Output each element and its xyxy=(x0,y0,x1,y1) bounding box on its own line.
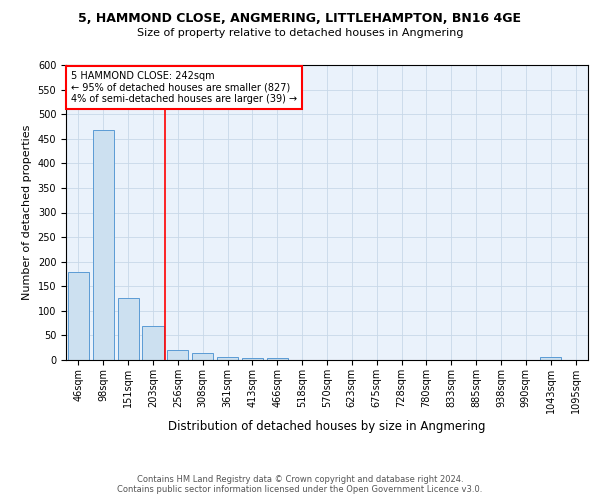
Text: Size of property relative to detached houses in Angmering: Size of property relative to detached ho… xyxy=(137,28,463,38)
Bar xyxy=(192,352,213,360)
Bar xyxy=(118,298,139,360)
Bar xyxy=(93,130,114,360)
Bar xyxy=(167,350,188,360)
Text: Contains HM Land Registry data © Crown copyright and database right 2024.: Contains HM Land Registry data © Crown c… xyxy=(137,475,463,484)
Bar xyxy=(142,326,164,360)
X-axis label: Distribution of detached houses by size in Angmering: Distribution of detached houses by size … xyxy=(168,420,486,433)
Text: 5 HAMMOND CLOSE: 242sqm
← 95% of detached houses are smaller (827)
4% of semi-de: 5 HAMMOND CLOSE: 242sqm ← 95% of detache… xyxy=(71,71,298,104)
Bar xyxy=(540,357,561,360)
Bar xyxy=(242,358,263,360)
Bar xyxy=(68,272,89,360)
Text: 5, HAMMOND CLOSE, ANGMERING, LITTLEHAMPTON, BN16 4GE: 5, HAMMOND CLOSE, ANGMERING, LITTLEHAMPT… xyxy=(79,12,521,26)
Text: Contains public sector information licensed under the Open Government Licence v3: Contains public sector information licen… xyxy=(118,485,482,494)
Bar xyxy=(267,358,288,360)
Bar xyxy=(217,356,238,360)
Y-axis label: Number of detached properties: Number of detached properties xyxy=(22,125,32,300)
